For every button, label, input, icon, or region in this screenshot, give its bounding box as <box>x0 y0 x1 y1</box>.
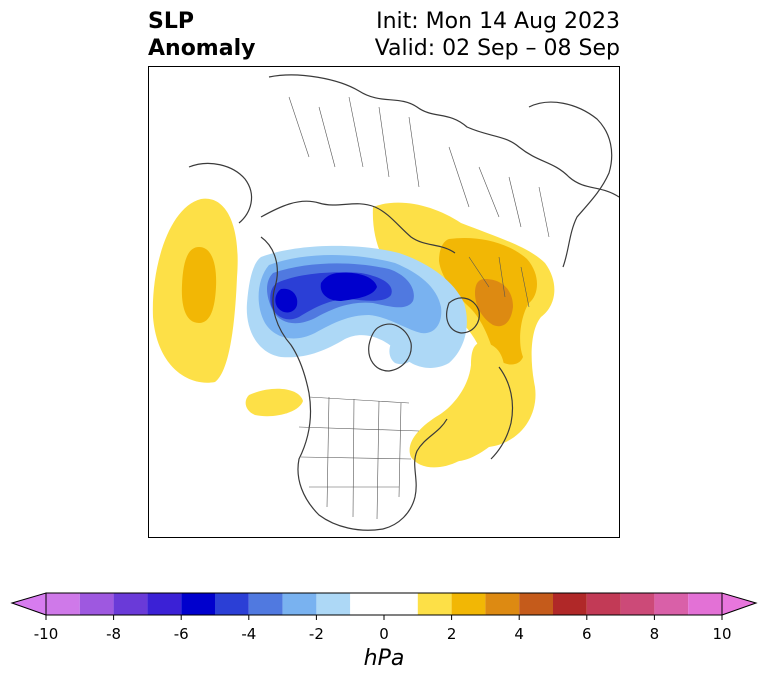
colorbar-segment <box>282 593 317 615</box>
colorbar-tick-label: -8 <box>106 625 122 643</box>
colorbar-tick-label: -10 <box>33 625 59 643</box>
colorbar-segments <box>46 593 722 615</box>
title-line-2: Anomaly <box>148 36 256 61</box>
colorbar-ticks <box>45 615 723 620</box>
colorbar-segment <box>316 593 351 615</box>
colorbar-segment <box>417 593 452 615</box>
map-panel <box>148 66 620 538</box>
colorbar-tick-label: 2 <box>446 625 457 643</box>
map-svg <box>152 74 619 531</box>
colorbar <box>10 592 758 620</box>
colorbar-segment <box>147 593 182 615</box>
colorbar-segment <box>485 593 520 615</box>
colorbar-tick-label: 6 <box>582 625 592 643</box>
anomaly-positive-pacific-core <box>181 247 217 323</box>
forecast-info: Init: Mon 14 Aug 2023 Valid: 02 Sep – 08… <box>375 8 620 62</box>
colorbar-segment <box>350 593 418 615</box>
anomaly-negative-arctic-peak <box>275 272 377 313</box>
colorbar-tick-label: 10 <box>712 625 732 643</box>
title-line-1: SLP <box>148 9 194 34</box>
anomaly-positive-alaska <box>245 388 303 417</box>
colorbar-tick-label: 4 <box>514 625 524 643</box>
colorbar-tick-label: -2 <box>308 625 324 643</box>
colorbar-segment <box>46 593 80 615</box>
colorbar-segment <box>688 593 722 615</box>
colorbar-unit-label: hPa <box>363 646 405 671</box>
anomaly-positive-europe-peak <box>475 279 513 327</box>
colorbar-tick-label: -6 <box>173 625 189 643</box>
colorbar-segment <box>248 593 283 615</box>
init-date: Init: Mon 14 Aug 2023 <box>376 9 620 34</box>
colorbar-tick-label: 0 <box>379 625 389 643</box>
colorbar-segment <box>620 593 655 615</box>
coastlines <box>188 74 619 531</box>
colorbar-segment <box>79 593 114 615</box>
colorbar-tick-label: 8 <box>649 625 660 643</box>
colorbar-segment <box>215 593 249 615</box>
colorbar-segment <box>654 593 689 615</box>
chart-title: SLP Anomaly <box>148 8 255 62</box>
colorbar-segment <box>586 593 621 615</box>
political-borders <box>288 96 550 520</box>
anomaly-positive-atlantic <box>409 342 505 468</box>
colorbar-segment <box>451 593 486 615</box>
colorbar-extend-low <box>10 592 47 616</box>
colorbar-segment <box>181 593 215 615</box>
colorbar-segment <box>113 593 148 615</box>
colorbar-segment <box>519 593 553 615</box>
colorbar-tick-label: -4 <box>241 625 257 643</box>
colorbar-extend-high <box>721 592 758 616</box>
colorbar-segment <box>553 593 587 615</box>
valid-range: Valid: 02 Sep – 08 Sep <box>374 36 620 61</box>
